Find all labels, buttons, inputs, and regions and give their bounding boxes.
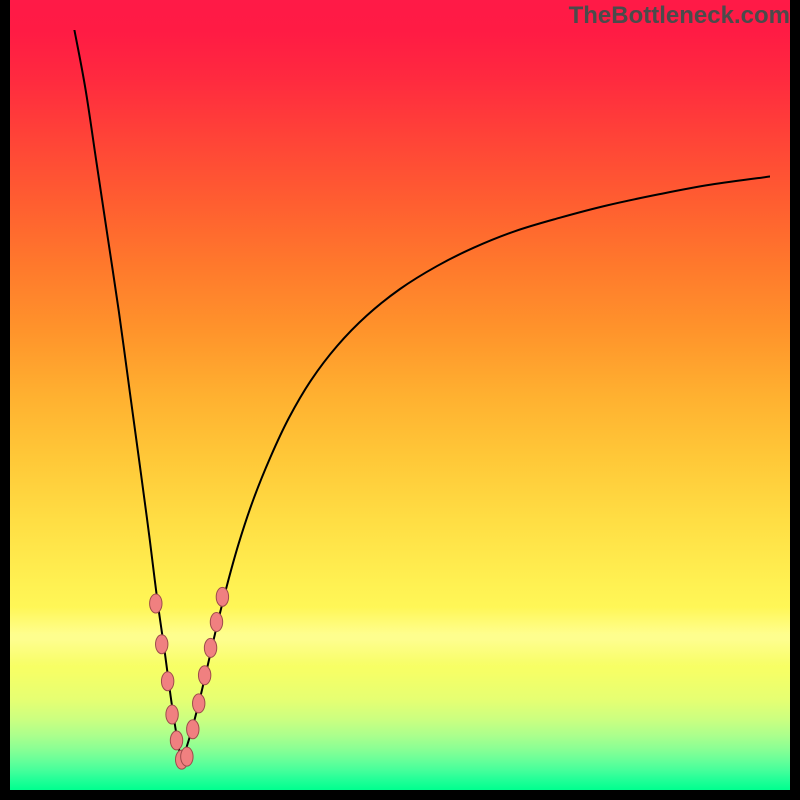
watermark-text: TheBottleneck.com (569, 2, 790, 30)
marker-right (187, 720, 199, 739)
marker-left (156, 635, 168, 654)
chart-svg (0, 0, 800, 800)
marker-left (161, 672, 173, 691)
plot-background (10, 0, 790, 790)
marker-right (210, 613, 222, 632)
marker-right (193, 694, 205, 713)
marker-right (198, 666, 210, 685)
bottleneck-chart: TheBottleneck.com (0, 0, 800, 800)
marker-left (166, 705, 178, 724)
marker-left (150, 594, 162, 613)
marker-right (204, 638, 216, 657)
haze-band (10, 607, 790, 666)
marker-bottom (181, 747, 193, 766)
marker-right (216, 587, 228, 606)
marker-left (170, 731, 182, 750)
